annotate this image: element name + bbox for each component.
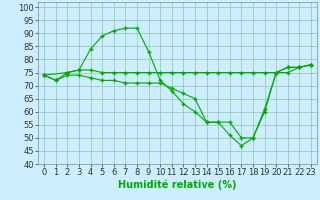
X-axis label: Humidité relative (%): Humidité relative (%) — [118, 180, 237, 190]
